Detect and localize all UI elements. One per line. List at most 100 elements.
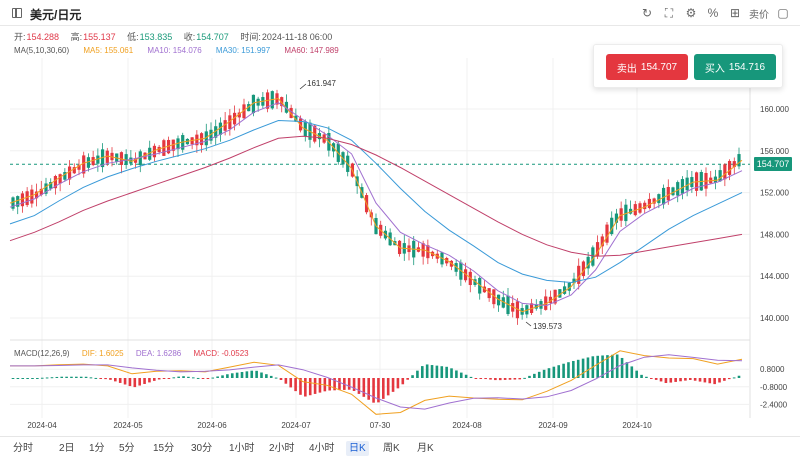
ma-line-ma30	[9, 119, 743, 284]
timeframe-0[interactable]: 分时	[13, 443, 33, 454]
macd-histogram-bar	[382, 378, 385, 399]
macd-histogram-bar	[606, 355, 609, 378]
macd-histogram-bar	[459, 372, 463, 378]
macd-histogram-bar	[625, 362, 629, 378]
macd-histogram-bar	[172, 377, 176, 379]
macd-histogram-bar	[645, 376, 648, 378]
timeframe-7[interactable]: 2小时	[269, 443, 295, 454]
candle-body	[562, 286, 567, 294]
macd-histogram-bar	[104, 378, 107, 380]
candle-body	[289, 107, 293, 119]
high-label: 高:	[70, 32, 83, 42]
macd-histogram-bar	[206, 378, 210, 379]
macd-histogram-bar	[679, 378, 682, 382]
macd-histogram-bar	[211, 377, 215, 379]
candle-body	[732, 161, 736, 168]
candle-body	[209, 129, 213, 141]
percent-icon[interactable]: %	[707, 6, 719, 20]
time-label: 时间:	[240, 32, 261, 42]
sell-button[interactable]: 卖出 154.707	[606, 54, 688, 80]
timeframe-bar: 分时 2日 1分 5分 15分 30分 1小时 2小时 4小时 日K 周K 月K	[0, 436, 800, 458]
candle-body	[91, 157, 95, 166]
macd-histogram-bar	[669, 378, 673, 383]
candle-body	[67, 166, 72, 180]
sidebar-toggle-icon[interactable]	[12, 7, 22, 18]
candle-body	[25, 191, 29, 206]
ma10-value: MA10: 154.076	[147, 46, 202, 55]
ma60-value: MA60: 147.989	[284, 46, 339, 55]
time-tick-label: 2024-07	[281, 421, 311, 430]
candle-body	[544, 296, 548, 310]
macd-histogram-bar	[396, 378, 400, 389]
macd-histogram-bar	[635, 370, 638, 378]
candle-body	[39, 188, 43, 195]
timeframe-9[interactable]: 日K	[346, 441, 369, 456]
ma-lines	[9, 97, 743, 313]
macd-histogram-bar	[313, 378, 317, 394]
quote-type-toggle[interactable]: 卖价	[749, 9, 769, 21]
timeframe-10[interactable]: 周K	[383, 443, 400, 454]
candle-body	[251, 94, 256, 114]
ma-line-ma10	[9, 102, 743, 307]
candle-body	[737, 154, 741, 167]
macd-histogram-bar	[518, 378, 522, 380]
candle-body	[228, 115, 232, 130]
candle-body	[633, 204, 637, 216]
candle-body	[647, 198, 652, 209]
candle-body	[30, 189, 34, 204]
candle-body	[63, 172, 67, 180]
price-tick-label: 156.000	[760, 147, 789, 156]
macd-histogram-bar	[659, 378, 663, 382]
macd-histogram-bar	[547, 368, 551, 378]
grid-icon[interactable]: ⊞	[729, 6, 741, 20]
candle-body	[148, 147, 152, 160]
candle-body	[624, 204, 628, 222]
time-tick-label: 2024-08	[452, 421, 482, 430]
high-annotation-pointer	[299, 83, 307, 90]
candle-body	[152, 145, 157, 158]
buy-label: 买入	[704, 63, 725, 75]
candle-body	[58, 174, 62, 184]
macd-histogram-bar	[503, 378, 507, 380]
buy-button[interactable]: 买入 154.716	[694, 54, 776, 80]
candle-body	[572, 278, 576, 284]
fullscreen-icon[interactable]: ⛶	[664, 5, 674, 20]
timeframe-4[interactable]: 15分	[153, 443, 175, 454]
macd-histogram-bar	[240, 371, 244, 378]
candle-body	[482, 286, 487, 293]
macd-histogram-bar	[664, 378, 668, 384]
settings-icon[interactable]: ⚙	[685, 6, 697, 20]
candle-body	[595, 242, 600, 257]
candle-body	[20, 193, 25, 207]
time-value: 2024-11-18 06:00	[261, 32, 333, 42]
macd-histogram-bar	[479, 378, 483, 379]
macd-histogram-bar	[250, 370, 254, 378]
low-annotation: 139.573	[533, 322, 562, 331]
candle-body	[133, 158, 138, 163]
timeframe-8[interactable]: 4小时	[309, 443, 335, 454]
price-tick-label: 152.000	[760, 189, 789, 198]
timeframe-6[interactable]: 1小时	[229, 443, 255, 454]
time-tick-label: 2024-04	[27, 421, 57, 430]
timeframe-11[interactable]: 月K	[417, 443, 434, 454]
macd-histogram-bar	[255, 370, 258, 378]
macd-histogram-bar	[435, 365, 439, 378]
candle-body	[727, 160, 732, 175]
macd-histogram-bar	[523, 377, 526, 379]
timeframe-3[interactable]: 5分	[119, 443, 135, 454]
timeframe-5[interactable]: 30分	[191, 443, 213, 454]
time-axis: 2024-04 2024-05 2024-06 2024-07 07-30 2024-08…	[27, 421, 652, 430]
macd-histogram-bar	[167, 378, 171, 379]
layout-icon[interactable]: ▢	[777, 6, 789, 20]
candle-body	[86, 157, 91, 168]
macd-histogram-bar	[36, 377, 39, 379]
refresh-icon[interactable]: ↻	[641, 6, 653, 20]
timeframe-2[interactable]: 1分	[89, 443, 105, 454]
chart-toolbar: ↻ ⛶ ⚙ % ⊞ 卖价 ▢	[638, 4, 792, 22]
macd-histogram-bar	[723, 378, 726, 381]
macd-histogram-bar	[372, 378, 375, 403]
timeframe-1[interactable]: 2日	[59, 443, 75, 454]
macd-histogram-bar	[601, 355, 604, 378]
candle-body	[478, 277, 482, 294]
